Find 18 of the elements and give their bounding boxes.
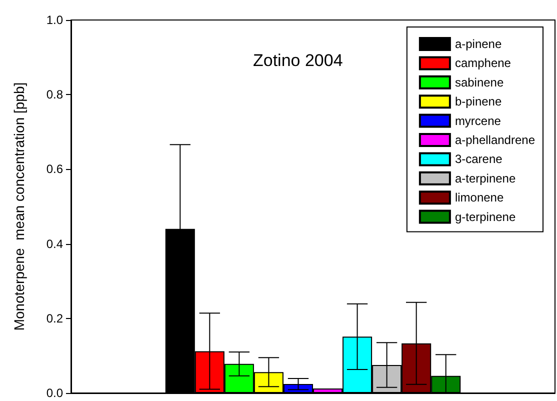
text: Zotino 2004 xyxy=(253,51,343,70)
legend-label: 3-carene xyxy=(454,152,503,166)
y-tick-label: 0.6 xyxy=(46,162,64,176)
legend-label: camphene xyxy=(454,56,512,70)
legend-label: a-pinene xyxy=(454,37,502,51)
legend-label: a-phellandrene xyxy=(454,133,536,147)
legend-label: sabinene xyxy=(454,75,504,90)
y-tick-label: 0.0 xyxy=(46,386,64,400)
y-tick-label: 0.2 xyxy=(46,311,64,326)
legend-label: a-terpinene xyxy=(454,171,516,186)
y-tick-label: 1.0 xyxy=(46,13,64,27)
legend-label: limonene xyxy=(454,190,504,205)
legend-label: b-pinene xyxy=(454,94,502,109)
legend-label: myrcene xyxy=(454,114,502,128)
legend-label: g-terpinene xyxy=(454,210,516,224)
y-tick-label: 0.8 xyxy=(46,88,64,102)
y-tick-label: 0.4 xyxy=(46,236,64,251)
y-axis-title: Monoterpene mean concentration [ppb] xyxy=(11,82,27,331)
